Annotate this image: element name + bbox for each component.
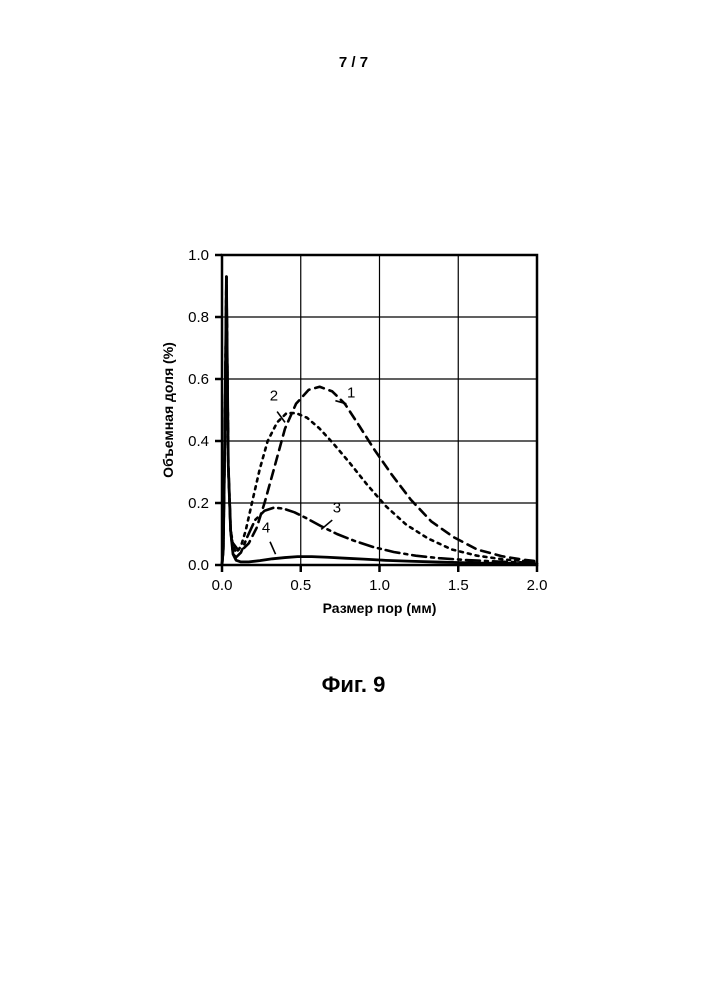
svg-text:1.0: 1.0 <box>188 247 209 264</box>
svg-text:0.8: 0.8 <box>188 309 209 326</box>
svg-text:0.5: 0.5 <box>290 577 311 594</box>
series-label-4: 4 <box>262 519 270 536</box>
x-axis-label: Размер пор (мм) <box>323 600 437 616</box>
svg-text:1.5: 1.5 <box>448 577 469 594</box>
svg-text:0.0: 0.0 <box>188 557 209 574</box>
svg-text:0.2: 0.2 <box>188 495 209 512</box>
figure-caption: Фиг. 9 <box>0 672 707 698</box>
svg-text:0.0: 0.0 <box>212 577 233 594</box>
page: 7 / 7 0.0 0.5 1.0 1.5 2.0 0.0 0.2 0.4 0.6 0.8 1.0 Р… <box>0 0 707 1000</box>
svg-text:0.4: 0.4 <box>188 433 209 450</box>
page-number: 7 / 7 <box>0 54 707 71</box>
pore-size-chart: 0.0 0.5 1.0 1.5 2.0 0.0 0.2 0.4 0.6 0.8 1.0 Размер … <box>155 245 560 645</box>
y-axis-label: Объемная доля (%) <box>160 342 176 478</box>
svg-text:0.6: 0.6 <box>188 371 209 388</box>
series-label-3: 3 <box>333 499 341 516</box>
chart-svg: 0.0 0.5 1.0 1.5 2.0 0.0 0.2 0.4 0.6 0.8 1.0 Размер … <box>155 245 560 645</box>
svg-text:2.0: 2.0 <box>527 577 548 594</box>
series-label-2: 2 <box>270 388 278 405</box>
svg-text:1.0: 1.0 <box>369 577 390 594</box>
series-label-1: 1 <box>347 385 355 402</box>
